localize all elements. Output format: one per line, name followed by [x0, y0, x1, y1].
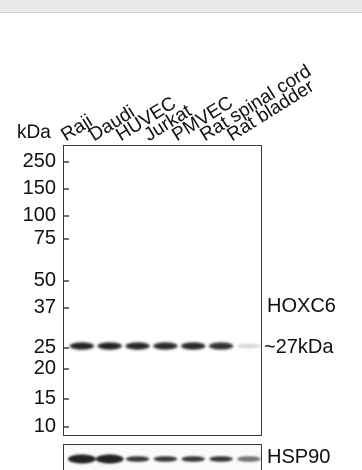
loading-band-jurkat	[153, 456, 178, 462]
marker-15: 15	[33, 387, 56, 409]
loading-control-bands	[68, 454, 261, 464]
marker-10: 10	[33, 415, 56, 437]
marker-37: 37	[33, 296, 56, 318]
main-blot-bands	[64, 161, 261, 428]
marker-50: 50	[33, 269, 56, 291]
kda-unit-label: kDa	[17, 122, 51, 143]
loading-band-pmvec	[181, 456, 205, 462]
marker-75: 75	[33, 227, 56, 249]
band-rat-spinal-cord	[208, 342, 234, 350]
band-jurkat	[153, 342, 178, 350]
blot-loading-control-panel	[63, 444, 262, 470]
band-daudi	[97, 342, 122, 350]
marker-150: 150	[22, 177, 56, 199]
top-border	[0, 0, 362, 13]
loading-band-raji	[68, 454, 96, 464]
marker-100: 100	[22, 204, 56, 226]
loading-band-rat-spinal-cord	[209, 456, 233, 462]
marker-25: 25	[33, 336, 56, 358]
loading-band-rat-bladder	[237, 456, 261, 462]
band-raji	[69, 342, 95, 350]
band-pmvec	[181, 342, 206, 350]
blot-main-panel	[63, 145, 262, 436]
marker-250: 250	[22, 150, 56, 172]
band-rat-bladder	[236, 343, 261, 349]
band-huvec	[125, 342, 150, 350]
loading-band-huvec	[125, 456, 150, 462]
marker-20: 20	[33, 357, 56, 379]
loading-band-daudi	[95, 454, 124, 464]
loading-control-label-hsp90: HSP90	[267, 446, 331, 468]
band-size-label: ~27kDa	[264, 336, 334, 358]
ladder-ticks	[64, 161, 69, 428]
target-label-hoxc6: HOXC6	[267, 295, 336, 317]
